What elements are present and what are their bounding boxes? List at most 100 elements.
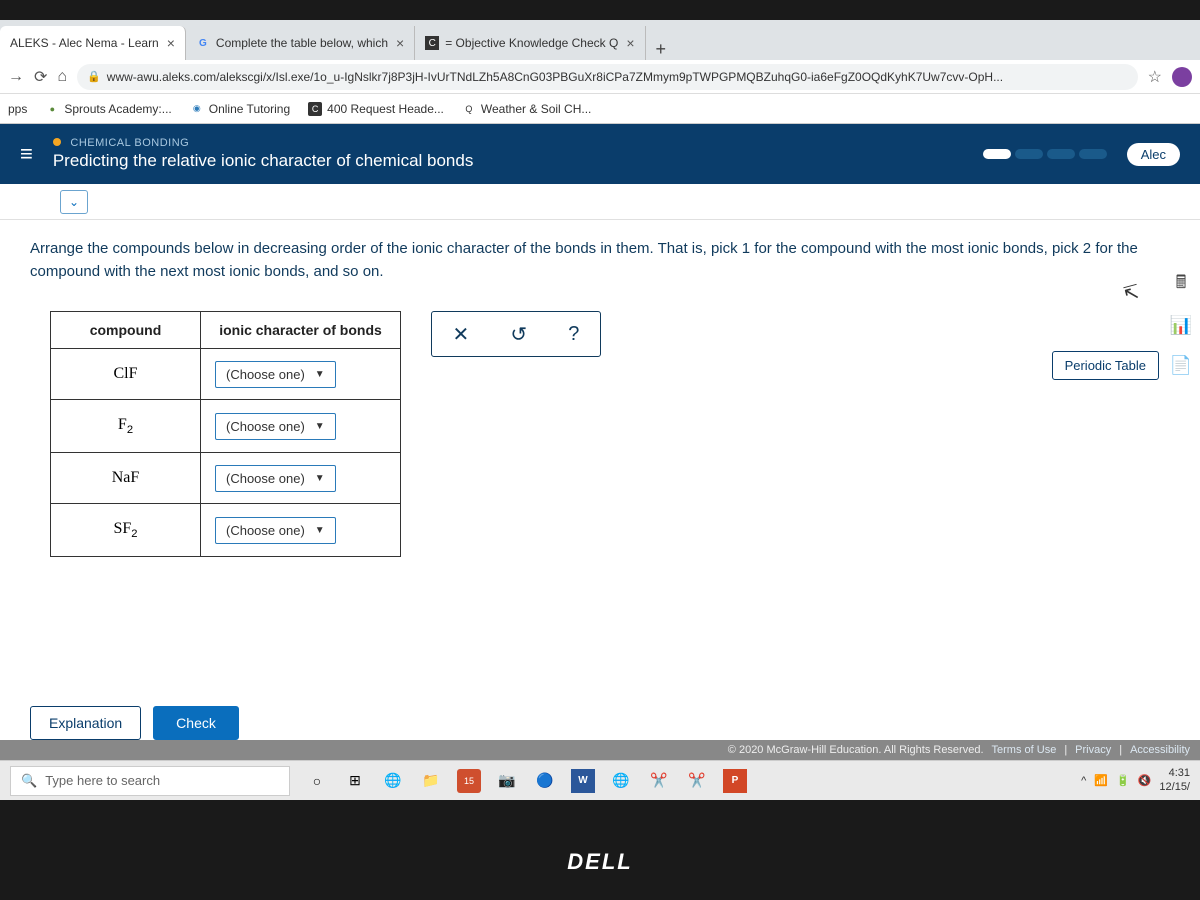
calculator-icon[interactable]: 🖩 [1167, 271, 1195, 299]
help-button[interactable]: ? [568, 323, 579, 346]
chegg-icon: C [308, 102, 322, 116]
crumb-label: CHEMICAL BONDING [70, 137, 189, 149]
user-badge[interactable]: Alec [1127, 143, 1180, 166]
browser-tab-aleks[interactable]: ALEKS - Alec Nema - Learn × [0, 26, 186, 60]
bottom-actions: Explanation Check [30, 706, 239, 740]
nav-reload-icon[interactable]: ⟳ [34, 67, 47, 87]
privacy-link[interactable]: Privacy [1075, 744, 1111, 756]
time-text: 4:31 [1159, 767, 1190, 780]
compound-cell: F2 [51, 400, 201, 453]
lock-icon: 🔒 [87, 70, 101, 83]
topic-dot-icon [53, 138, 61, 146]
dell-logo: DELL [567, 849, 632, 875]
compound-cell: ClF [51, 349, 201, 400]
apps-button[interactable]: pps [8, 102, 27, 116]
taskbar-badge[interactable]: 15 [457, 769, 481, 793]
word-icon[interactable]: W [571, 769, 595, 793]
table-row: ClF (Choose one)▼ [51, 349, 401, 400]
collapse-button[interactable]: ⌄ [60, 190, 88, 214]
rank-dropdown[interactable]: (Choose one) ▼ [215, 517, 336, 544]
check-button[interactable]: Check [153, 706, 239, 740]
bookmarks-bar: pps ● Sprouts Academy:... ◉ Online Tutor… [0, 94, 1200, 124]
chevron-down-icon: ▼ [315, 525, 325, 536]
table-row: F2 (Choose one)▼ [51, 400, 401, 453]
taskbar-search[interactable]: 🔍 Type here to search [10, 766, 290, 796]
rank-dropdown[interactable]: (Choose one) ▼ [215, 465, 336, 492]
taskbar-apps: ○ ⊞ 🌐 📁 15 📷 🔵 W 🌐 ✂️ ✂️ P [305, 769, 747, 793]
bookmark-sprouts[interactable]: ● Sprouts Academy:... [45, 102, 171, 116]
search-icon: Q [462, 102, 476, 116]
chevron-down-icon: ▼ [315, 421, 325, 432]
cortana-icon[interactable]: ○ [305, 769, 329, 793]
browser-tab-chegg[interactable]: C = Objective Knowledge Check Q × [415, 26, 645, 60]
compound-cell: NaF [51, 453, 201, 504]
bookmark-star-icon[interactable]: ☆ [1148, 67, 1162, 87]
snip-icon[interactable]: ✂️ [647, 769, 671, 793]
dropdown-label: (Choose one) [226, 523, 305, 538]
explorer-icon[interactable]: 📁 [419, 769, 443, 793]
bookmark-label: Weather & Soil CH... [481, 102, 591, 116]
topic-crumb: CHEMICAL BONDING [53, 137, 474, 149]
tray-chevron-icon[interactable]: ^ [1081, 775, 1086, 787]
table-row: NaF (Choose one) ▼ [51, 453, 401, 504]
sub-bar: ⌄ [0, 184, 1200, 220]
tab-title: = Objective Knowledge Check Q [445, 36, 618, 50]
battery-icon[interactable]: 🔋 [1116, 774, 1130, 787]
rank-dropdown[interactable]: (Choose one)▼ [215, 413, 336, 440]
system-tray: ^ 📶 🔋 🔇 4:31 12/15/ [1081, 767, 1190, 793]
compound-table: compound ionic character of bonds ClF (C… [50, 311, 401, 557]
bookmark-label: Online Tutoring [209, 102, 290, 116]
data-icon[interactable]: 📊 [1167, 311, 1195, 339]
bookmark-400[interactable]: C 400 Request Heade... [308, 102, 444, 116]
taskview-icon[interactable]: ⊞ [343, 769, 367, 793]
progress-pill [983, 149, 1011, 159]
wifi-icon[interactable]: 📶 [1094, 774, 1108, 787]
tab-title: Complete the table below, which [216, 36, 388, 50]
chrome-icon[interactable]: 🔵 [533, 769, 557, 793]
chevron-down-icon: ▼ [315, 473, 325, 484]
app-icon[interactable]: 🌐 [609, 769, 633, 793]
tutoring-icon: ◉ [190, 102, 204, 116]
browser-tab-strip: ALEKS - Alec Nema - Learn × G Complete t… [0, 20, 1200, 60]
bookmark-tutoring[interactable]: ◉ Online Tutoring [190, 102, 290, 116]
undo-button[interactable]: ↺ [510, 322, 527, 347]
browser-tab-google[interactable]: G Complete the table below, which × [186, 26, 415, 60]
tab-close-icon[interactable]: × [167, 35, 175, 51]
address-bar: → ⟳ ⌂ 🔒 www-awu.aleks.com/alekscgi/x/Isl… [0, 60, 1200, 94]
progress-indicator [983, 149, 1107, 159]
rank-dropdown[interactable]: (Choose one)▼ [215, 361, 336, 388]
camera-icon[interactable]: 📷 [495, 769, 519, 793]
sound-icon[interactable]: 🔇 [1138, 774, 1152, 787]
nav-home-icon[interactable]: ⌂ [57, 68, 67, 86]
powerpoint-icon[interactable]: P [723, 769, 747, 793]
url-text: www-awu.aleks.com/alekscgi/x/Isl.exe/1o_… [107, 70, 1003, 84]
sprouts-icon: ● [45, 102, 59, 116]
periodic-table-button[interactable]: Periodic Table [1052, 351, 1159, 380]
page-title: Predicting the relative ionic character … [53, 151, 474, 171]
bookmark-weather[interactable]: Q Weather & Soil CH... [462, 102, 591, 116]
url-input[interactable]: 🔒 www-awu.aleks.com/alekscgi/x/Isl.exe/1… [77, 64, 1138, 90]
clock[interactable]: 4:31 12/15/ [1159, 767, 1190, 793]
progress-pill [1047, 149, 1075, 159]
terms-link[interactable]: Terms of Use [992, 744, 1057, 756]
accessibility-link[interactable]: Accessibility [1130, 744, 1190, 756]
nav-back-icon[interactable]: → [8, 68, 24, 86]
explanation-button[interactable]: Explanation [30, 706, 141, 740]
progress-pill [1015, 149, 1043, 159]
dropdown-label: (Choose one) [226, 471, 305, 486]
tab-close-icon[interactable]: × [626, 35, 634, 51]
tab-close-icon[interactable]: × [396, 35, 404, 51]
reference-icon[interactable]: 📄 [1167, 352, 1195, 380]
clear-button[interactable]: ✕ [453, 322, 470, 347]
bookmark-label: Sprouts Academy:... [64, 102, 171, 116]
google-favicon: G [196, 36, 210, 50]
menu-icon[interactable]: ≡ [20, 141, 33, 167]
edge-icon[interactable]: 🌐 [381, 769, 405, 793]
aleks-header: ≡ CHEMICAL BONDING Predicting the relati… [0, 124, 1200, 184]
new-tab-button[interactable]: + [646, 39, 677, 60]
date-text: 12/15/ [1159, 781, 1190, 794]
snip2-icon[interactable]: ✂️ [685, 769, 709, 793]
compound-cell: SF2 [51, 504, 201, 557]
bookmark-label: 400 Request Heade... [327, 102, 444, 116]
extension-icon[interactable] [1172, 67, 1192, 87]
